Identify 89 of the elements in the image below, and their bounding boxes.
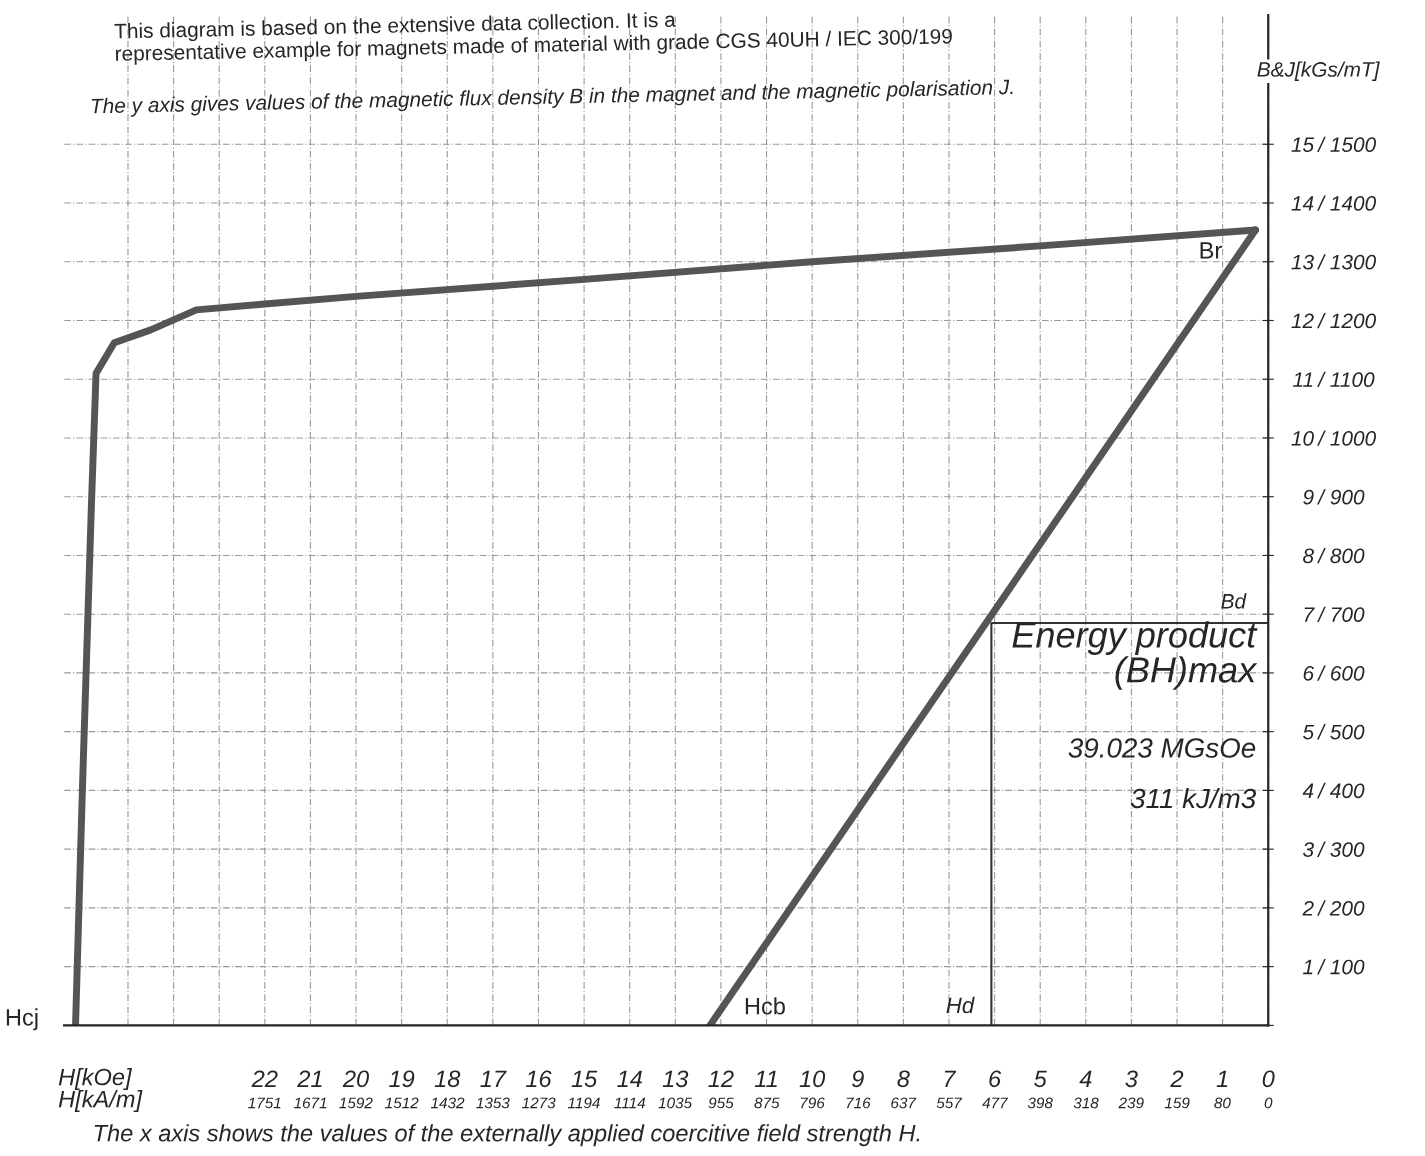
annotation: Hcb [745, 997, 785, 1015]
annotation: 39.023 MGsOe [1068, 738, 1256, 758]
y-tick-label: 9 [1303, 489, 1314, 505]
x2-tick-label: 1194 [567, 1097, 600, 1109]
x2-tick-label: 318 [1073, 1097, 1099, 1109]
y2-tick-label: / 400 [1317, 782, 1365, 799]
x2-tick-label: 1353 [476, 1097, 510, 1109]
y2-tick-label: / 1400 [1317, 195, 1376, 211]
y-tick-label: 6 [1303, 665, 1315, 681]
x2-tick-label: 0 [1264, 1097, 1273, 1109]
x2-tick-label: 1035 [658, 1097, 693, 1109]
x-tick-label: 12 [708, 1070, 734, 1087]
x2-tick-label: 637 [891, 1097, 917, 1109]
y-tick-label: 3 [1302, 842, 1314, 857]
y-tick-label: 7 [1304, 607, 1315, 622]
x2-tick-label: 477 [982, 1097, 1009, 1109]
y2-tick-label: / 1500 [1317, 136, 1376, 153]
x2-tick-label: 1273 [522, 1097, 556, 1109]
x-tick-label: 7 [944, 1070, 957, 1087]
x-tick-label: 21 [297, 1070, 322, 1087]
y2-tick-label: / 600 [1317, 665, 1365, 681]
annotation: Br [1200, 242, 1222, 259]
text: Hcj [6, 1008, 38, 1031]
x2-tick-label: 1512 [385, 1097, 419, 1109]
text: This diagram is based on the extensive data collection. It is a representative example for magnets made of material with grade CGS 40UH / IEC 300/199 [114, 11, 953, 66]
y2-tick-label: / 1300 [1317, 254, 1376, 270]
y2-tick-label: / 1200 [1317, 312, 1376, 329]
x-tick-label: 13 [662, 1070, 689, 1088]
x2-tick-label: 1114 [614, 1097, 646, 1109]
y2-tick-label: / 300 [1317, 841, 1365, 857]
x-tick-label: 1 [1216, 1070, 1228, 1087]
x2-tick-label: 398 [1027, 1097, 1053, 1109]
x2-tick-label: 875 [754, 1097, 780, 1109]
x-tick-label: 18 [434, 1070, 461, 1088]
x-tick-label: 11 [754, 1070, 777, 1087]
x-tick-label: 4 [1079, 1070, 1092, 1087]
y2-tick-label: / 900 [1317, 489, 1365, 505]
x-tick-label: 10 [799, 1070, 826, 1088]
x2-tick-label: 159 [1164, 1097, 1190, 1109]
x2-tick-label: 1432 [430, 1097, 465, 1109]
x2-tick-label: 1671 [293, 1097, 327, 1109]
y-tick-label: 5 [1302, 724, 1315, 740]
y-tick-label: 4 [1302, 783, 1314, 798]
x-tick-label: 22 [251, 1070, 278, 1087]
x-axis-title: H[kOe] H[kA/m] [58, 1068, 143, 1113]
x-tick-label: 5 [1034, 1070, 1047, 1088]
x-tick-label: 17 [480, 1070, 507, 1087]
y-tick-label: 13 [1291, 254, 1314, 270]
y-tick-label: 14 [1291, 196, 1314, 211]
annotation: 311 kJ/m3 [1130, 787, 1256, 809]
y2-tick-label: / 800 [1317, 547, 1365, 564]
y2-tick-label: / 1100 [1317, 371, 1375, 387]
y2-tick-label: / 1000 [1317, 430, 1376, 446]
x2-tick-label: 557 [936, 1097, 963, 1109]
x-tick-label: 14 [617, 1070, 642, 1087]
annotation: Bd [1221, 593, 1247, 609]
y-tick-label: 2 [1302, 900, 1314, 916]
x-tick-label: 8 [897, 1070, 910, 1088]
x-tick-label: 3 [1125, 1070, 1138, 1088]
text: The y axis gives values of the magnetic flux density B in the magnet and the magnetic polarisation J. [91, 78, 1013, 118]
y-tick-label: 12 [1291, 313, 1314, 329]
x2-tick-label: 239 [1118, 1097, 1144, 1109]
y2-tick-label: / 500 [1317, 724, 1365, 740]
x-tick-label: 0 [1262, 1070, 1275, 1088]
x2-tick-label: 716 [846, 1097, 871, 1109]
x2-tick-label: 796 [800, 1097, 825, 1109]
y-tick-label: 1 [1303, 959, 1313, 975]
x2-tick-label: 955 [708, 1097, 734, 1109]
x-tick-label: 15 [571, 1070, 598, 1088]
x-tick-label: 9 [852, 1070, 864, 1088]
x-tick-label: 20 [342, 1070, 369, 1088]
x-tick-label: 2 [1170, 1070, 1184, 1087]
annotation: Energy product (BH)max [1012, 621, 1258, 690]
x2-tick-label: 1592 [339, 1097, 373, 1109]
x2-tick-label: 1751 [248, 1097, 281, 1109]
y-tick-label: 11 [1292, 372, 1313, 387]
y-axis-title: B&J[kGs/mT] [1257, 61, 1380, 81]
annotation: Hd [946, 996, 975, 1014]
x2-tick-label: 80 [1214, 1097, 1231, 1109]
y-tick-label: 10 [1291, 430, 1314, 446]
y-tick-label: 15 [1291, 137, 1315, 153]
y2-tick-label: / 100 [1317, 959, 1365, 975]
y-tick-label: 8 [1303, 548, 1314, 564]
text: The x axis shows the values of the externally applied coercitive field strength H. [94, 1124, 920, 1147]
x-tick-label: 19 [389, 1070, 415, 1088]
y2-tick-label: / 700 [1317, 606, 1365, 622]
y2-tick-label: / 200 [1317, 900, 1365, 916]
x-tick-label: 16 [525, 1070, 552, 1088]
x-tick-label: 6 [989, 1070, 1002, 1088]
